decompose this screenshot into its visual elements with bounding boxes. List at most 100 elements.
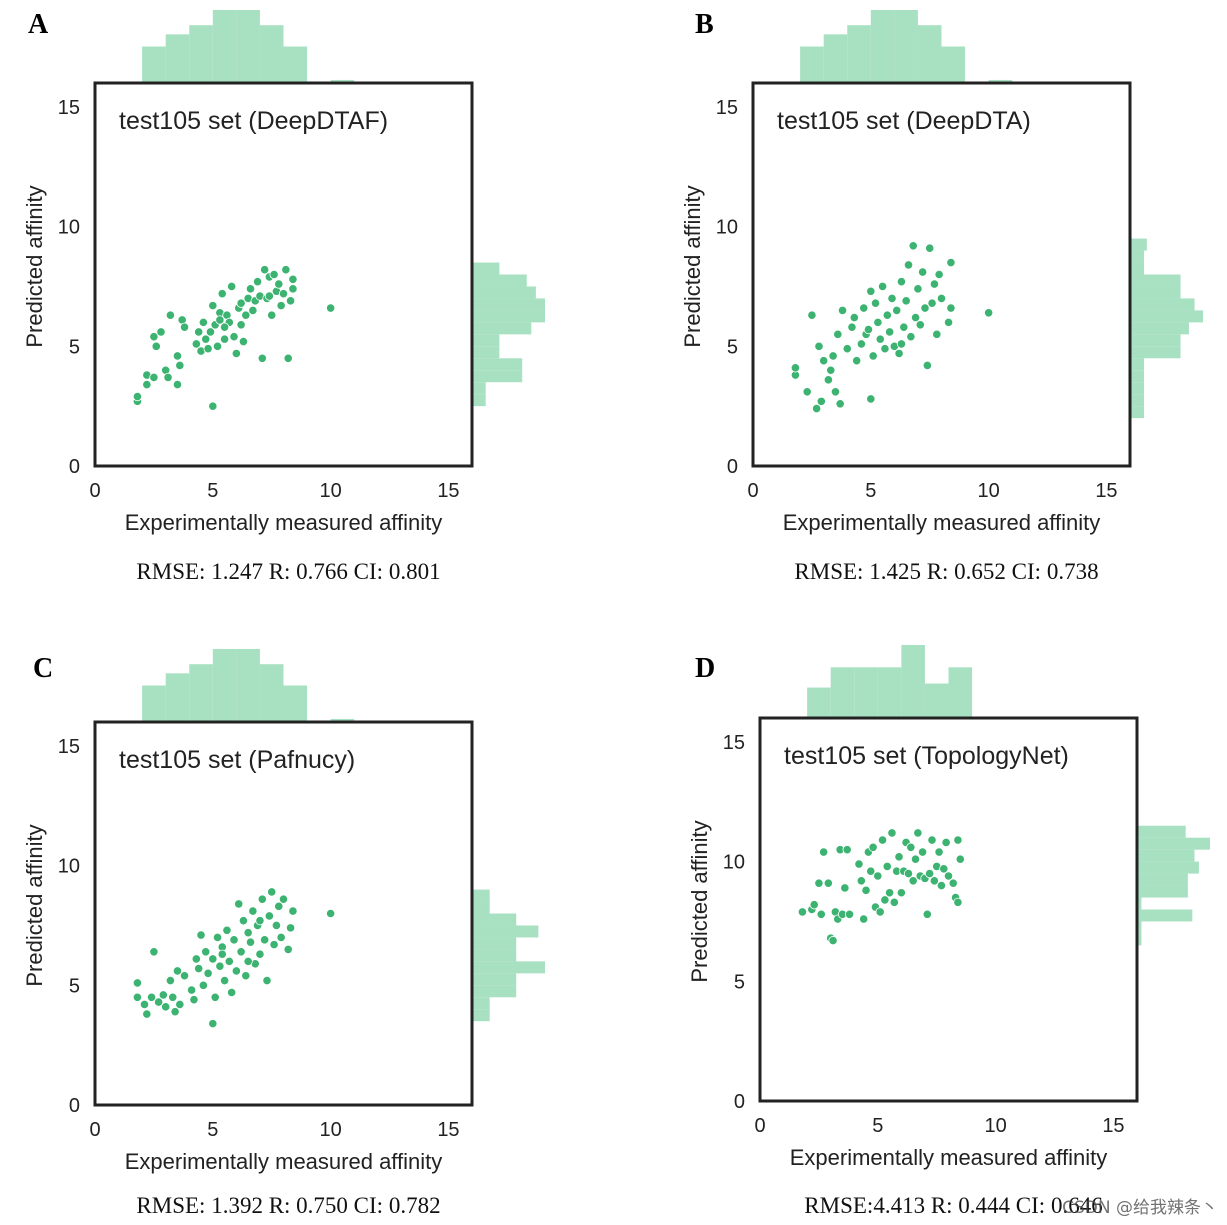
data-point xyxy=(903,868,914,879)
data-point xyxy=(828,936,838,946)
panel-a: 0 5 10 15 0 5 10 15 Experimentally measured affi… xyxy=(22,9,545,584)
data-point xyxy=(932,329,942,339)
data-point xyxy=(172,966,183,976)
hist-x-bar xyxy=(847,25,871,83)
data-point xyxy=(243,928,253,938)
hist-y-bar xyxy=(1137,837,1210,850)
hist-y-bar xyxy=(472,298,545,311)
hist-x-bar xyxy=(283,685,308,722)
y-tick-label: 15 xyxy=(58,736,80,758)
data-point xyxy=(288,284,298,294)
data-point xyxy=(842,344,852,354)
data-point xyxy=(224,956,234,966)
data-point xyxy=(807,310,817,320)
hist-y-bar xyxy=(1137,897,1142,910)
x-tick-label: 10 xyxy=(985,1115,1007,1137)
data-point xyxy=(809,900,819,910)
hist-y-bar xyxy=(472,286,536,299)
hist-x-bar xyxy=(259,664,284,722)
hist-y-bar xyxy=(1130,262,1145,275)
data-point xyxy=(219,334,230,344)
hist-y-bar xyxy=(1130,238,1147,251)
hist-y-bar xyxy=(472,889,490,902)
data-point xyxy=(238,336,249,347)
data-point xyxy=(215,961,225,971)
data-point xyxy=(873,317,883,327)
data-point xyxy=(285,923,296,933)
data-point xyxy=(927,298,937,308)
data-point xyxy=(866,286,876,296)
data-point xyxy=(910,854,921,864)
data-point xyxy=(245,937,256,947)
data-point xyxy=(269,269,279,280)
hist-y-bar xyxy=(472,274,527,287)
data-point xyxy=(158,990,168,1000)
x-tick-label: 15 xyxy=(1102,1115,1124,1137)
data-point xyxy=(826,365,836,375)
y-axis-label: Predicted affinity xyxy=(22,824,47,986)
data-point xyxy=(175,999,185,1010)
data-point xyxy=(142,1009,152,1019)
data-point xyxy=(847,322,857,332)
data-point xyxy=(903,260,914,270)
data-point xyxy=(925,243,935,253)
data-point xyxy=(236,298,246,308)
y-tick-label: 0 xyxy=(69,1095,80,1117)
panel-b: 0 5 10 15 0 5 10 15 Experimentally measured affi… xyxy=(680,9,1203,584)
hist-x-bar xyxy=(917,25,942,83)
metrics-text: RMSE: 1.425 R: 0.652 CI: 0.738 xyxy=(794,559,1098,584)
data-point xyxy=(267,310,277,320)
watermark-text: CSDN @给我辣条丶 xyxy=(1062,1198,1218,1218)
data-point xyxy=(910,312,921,323)
x-axis-label: Experimentally measured affinity xyxy=(125,510,443,535)
x-tick-label: 10 xyxy=(320,480,342,502)
data-point xyxy=(877,835,888,845)
data-point xyxy=(146,992,157,1002)
data-point xyxy=(229,935,239,945)
data-point xyxy=(132,391,143,402)
hist-x-bar xyxy=(877,667,902,718)
data-point xyxy=(870,298,881,308)
data-point xyxy=(219,975,230,986)
hist-y-bar xyxy=(472,901,490,914)
hist-x-bar xyxy=(894,10,918,83)
hist-y-bar xyxy=(472,346,500,359)
metrics-text: RMSE:4.413 R: 0.444 CI: 0.646 xyxy=(804,1193,1102,1218)
y-tick-label: 10 xyxy=(723,852,745,874)
hist-y-bar xyxy=(472,961,545,974)
hist-y-bar xyxy=(1130,346,1181,359)
hist-y-bar xyxy=(472,925,539,938)
data-point xyxy=(132,992,143,1002)
data-point xyxy=(231,348,241,359)
data-point xyxy=(139,999,150,1010)
data-point xyxy=(918,267,928,277)
data-point xyxy=(884,888,895,898)
data-point xyxy=(882,310,892,320)
hist-x-bar xyxy=(854,667,878,718)
data-point xyxy=(816,909,826,919)
data-point xyxy=(922,360,932,371)
data-point xyxy=(191,954,201,964)
x-tick-label: 10 xyxy=(320,1119,342,1141)
data-point xyxy=(326,303,336,313)
hist-x-bar xyxy=(330,79,355,83)
y-axis-label: Predicted affinity xyxy=(680,185,705,347)
x-tick-label: 5 xyxy=(207,480,218,502)
panel-title: test105 set (TopologyNet) xyxy=(784,742,1069,770)
hist-y-bar xyxy=(472,913,517,926)
data-point xyxy=(198,980,208,990)
x-tick-label: 0 xyxy=(89,1119,100,1141)
y-tick-label: 10 xyxy=(716,217,738,239)
data-point xyxy=(212,341,223,351)
hist-y-bar xyxy=(472,949,517,962)
data-point xyxy=(326,908,336,919)
data-point xyxy=(163,372,173,383)
data-point xyxy=(208,301,218,311)
data-point xyxy=(191,339,201,349)
data-point xyxy=(227,281,237,292)
data-point xyxy=(165,975,175,986)
data-point xyxy=(816,396,826,406)
hist-y-bar xyxy=(1137,933,1142,946)
data-point xyxy=(203,344,213,354)
data-point xyxy=(915,320,925,330)
